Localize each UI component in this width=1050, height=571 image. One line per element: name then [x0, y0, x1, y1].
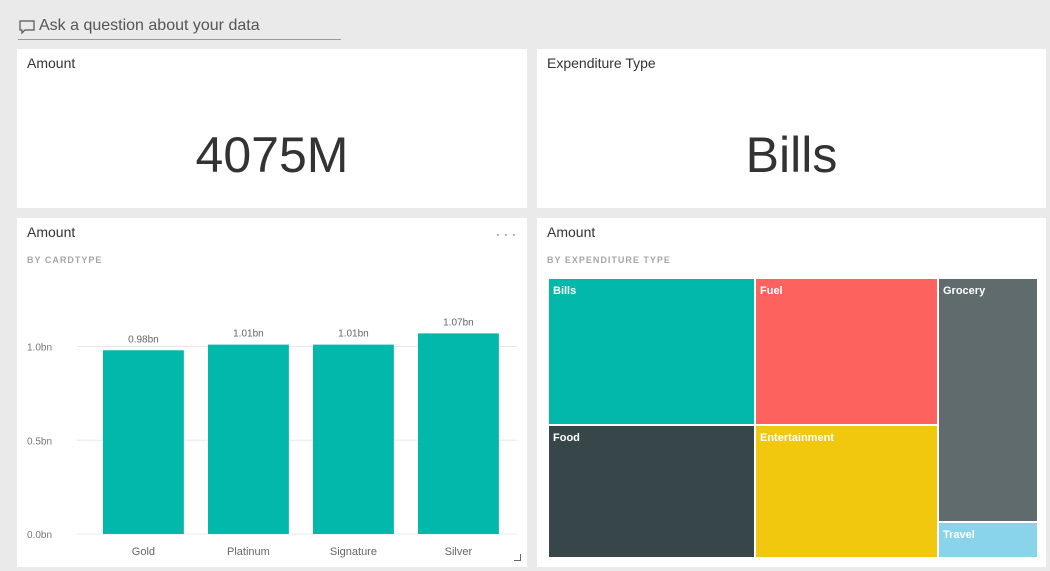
bar-value-label: 1.01bn	[233, 329, 264, 340]
x-category-label: Platinum	[227, 546, 270, 558]
tile-subtitle: BY EXPENDITURE TYPE	[547, 255, 671, 265]
treemap-label: Bills	[553, 285, 577, 297]
bar-chart: 0.0bn 0.5bn 1.0bn 0.98bn Gold 1.01bn Platinum 1…	[27, 317, 517, 558]
treemap-cell-travel[interactable]: Travel	[938, 522, 1038, 558]
tile-subtitle: BY CARDTYPE	[27, 255, 103, 265]
amount-card-tile[interactable]: Amount 4075M	[17, 49, 527, 208]
qna-placeholder[interactable]: Ask a question about your data	[39, 16, 260, 34]
treemap-label: Grocery	[943, 285, 986, 297]
tile-title: Amount	[27, 55, 76, 71]
more-options-icon[interactable]	[497, 234, 515, 240]
x-category-label: Silver	[445, 546, 473, 558]
bar[interactable]	[208, 344, 289, 534]
treemap-label: Fuel	[760, 285, 783, 297]
bar-value-label: 1.01bn	[338, 329, 369, 340]
treemap-tile[interactable]: Amount BY EXPENDITURE TYPE Bills Fuel Gr…	[537, 218, 1046, 567]
y-tick-label: 1.0bn	[27, 343, 52, 354]
bar[interactable]	[313, 344, 394, 534]
y-tick-label: 0.5bn	[27, 436, 52, 447]
x-category-label: Gold	[132, 546, 155, 558]
qna-bar[interactable]: Ask a question about your data	[18, 12, 341, 40]
tile-title: Expenditure Type	[547, 55, 656, 71]
treemap-cell-grocery[interactable]: Grocery	[938, 278, 1038, 522]
treemap-label: Travel	[943, 529, 975, 541]
treemap-label: Entertainment	[760, 432, 834, 444]
card-value: Bills	[745, 127, 838, 183]
treemap-label: Food	[553, 432, 580, 444]
bar[interactable]	[103, 350, 184, 534]
bar-value-label: 1.07bn	[443, 317, 474, 328]
treemap-cell-fuel[interactable]: Fuel	[755, 278, 938, 425]
bar[interactable]	[418, 333, 499, 534]
y-tick-label: 0.0bn	[27, 530, 52, 541]
speech-bubble-icon	[19, 19, 35, 34]
bar-value-label: 0.98bn	[128, 334, 159, 345]
treemap-cell-food[interactable]: Food	[548, 425, 755, 558]
card-value: 4075M	[195, 127, 349, 183]
tile-title: Amount	[27, 224, 76, 240]
resize-handle-icon[interactable]	[514, 554, 521, 561]
treemap-cell-bills[interactable]: Bills	[548, 278, 755, 425]
treemap: Bills Fuel Grocery Food Entertainment Tr…	[548, 278, 1038, 558]
treemap-cell-entertainment[interactable]: Entertainment	[755, 425, 938, 558]
bar-chart-tile[interactable]: Amount BY CARDTYPE 0.0bn 0.5bn 1.0bn 0.98bn…	[17, 218, 527, 567]
tile-title: Amount	[547, 224, 596, 240]
x-category-label: Signature	[330, 546, 377, 558]
expenditure-type-card-tile[interactable]: Expenditure Type Bills	[537, 49, 1046, 208]
